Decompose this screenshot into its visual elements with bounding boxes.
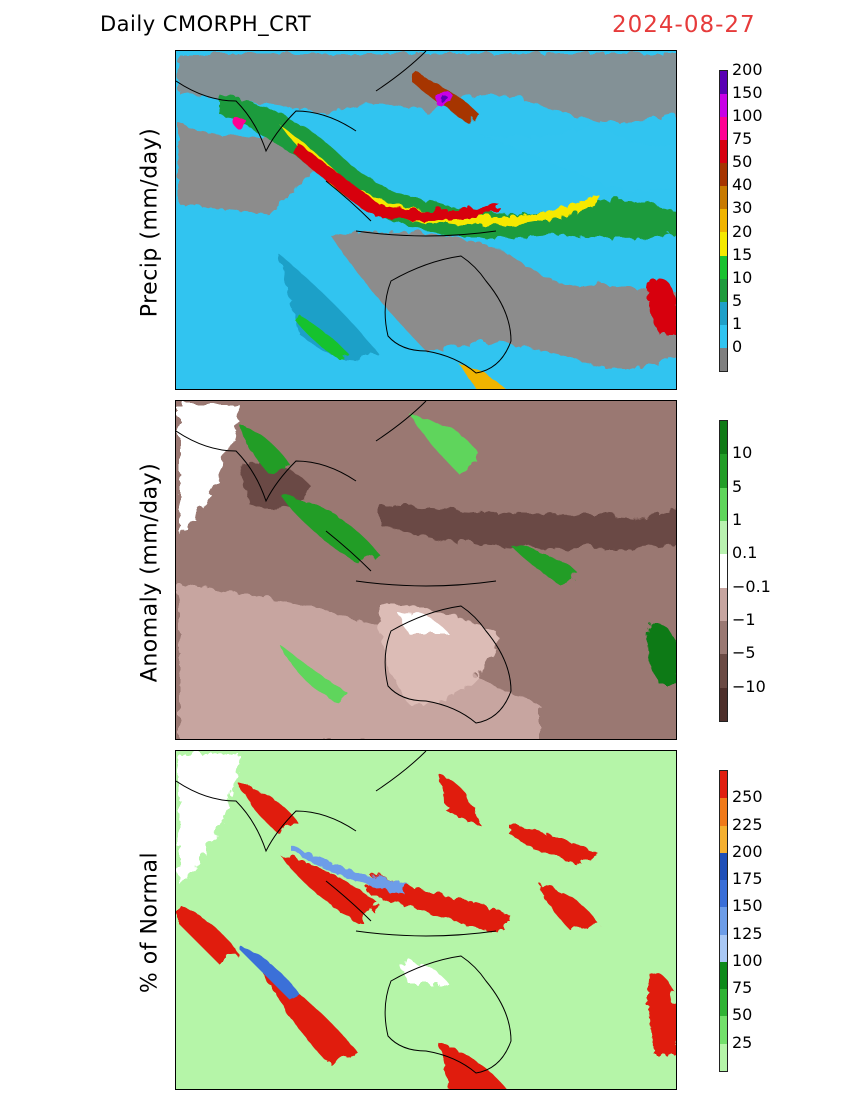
colorbar-tick-label: 10 (732, 443, 753, 463)
colorbar-segment (720, 421, 727, 455)
colorbar-segment (720, 620, 727, 655)
product-title: Daily CMORPH_CRT (100, 12, 312, 36)
colorbar-segment (720, 255, 727, 279)
colorbar-tick-label: −5 (732, 643, 756, 663)
colorbar-segment (720, 587, 727, 621)
colorbar-tick-label: 75 (732, 978, 753, 998)
colorbar-tick-label: 10 (732, 267, 753, 287)
date-label: 2024-08-27 (612, 12, 756, 38)
colorbar-tick-label: −0.1 (732, 576, 771, 596)
precip-axis-label: Precip (mm/day) (137, 127, 163, 318)
anomaly-axis-label: Anomaly (mm/day) (137, 462, 163, 683)
colorbar-tick-label: 75 (732, 129, 753, 149)
colorbar-segment (720, 825, 727, 853)
colorbar-tick-label: 5 (732, 290, 743, 310)
colorbar-tick-label: −10 (732, 676, 766, 696)
colorbar-segment (720, 454, 727, 488)
colorbar-tick-label: 1 (732, 510, 743, 529)
colorbar-segment (720, 71, 727, 95)
colorbar-tick-label: 125 (732, 923, 763, 943)
colorbar-segment (720, 961, 727, 990)
colorbar-tick-label: 0.1 (732, 543, 758, 563)
colorbar-tick-label: 200 (732, 60, 763, 79)
colorbar-tick-label: 225 (732, 814, 763, 834)
colorbar-tick-label: 250 (732, 787, 763, 807)
colorbar-segment (720, 301, 727, 325)
anomaly-map (175, 400, 677, 740)
colorbar-segment (720, 1043, 727, 1071)
precip-map (175, 50, 677, 390)
colorbar-tick-label: 0 (732, 336, 743, 356)
colorbar-segment (720, 554, 727, 588)
colorbar-segment (720, 94, 727, 118)
precip-colorbar (719, 70, 728, 372)
colorbar-tick-label: 40 (732, 175, 753, 195)
colorbar-tick-label: 25 (732, 1032, 753, 1052)
colorbar-segment (720, 324, 727, 348)
pct-normal-axis-label: % of Normal (137, 851, 163, 994)
colorbar-segment (720, 209, 727, 233)
colorbar-tick-label: 150 (732, 896, 763, 916)
colorbar-tick-label: 5 (732, 476, 743, 496)
anomaly-colorbar (719, 420, 728, 722)
colorbar-tick-label: 100 (732, 950, 763, 970)
colorbar-segment (720, 934, 727, 962)
colorbar-tick-label: 30 (732, 198, 753, 218)
colorbar-segment (720, 117, 727, 141)
colorbar-tick-label: 20 (732, 221, 753, 241)
colorbar-tick-label: 175 (732, 869, 763, 889)
colorbar-segment (720, 1016, 727, 1044)
colorbar-tick-label: 100 (732, 106, 763, 126)
colorbar-segment (720, 907, 727, 935)
colorbar-tick-label: 1 (732, 313, 743, 333)
colorbar-segment (720, 232, 727, 256)
colorbar-tick-label: 200 (732, 841, 763, 861)
colorbar-tick-label: −1 (732, 610, 756, 629)
colorbar-tick-label: 150 (732, 83, 763, 103)
colorbar-segment (720, 347, 727, 371)
colorbar-segment (720, 163, 727, 187)
colorbar-segment (720, 687, 727, 721)
colorbar-tick-label: 50 (732, 152, 753, 172)
colorbar-segment (720, 487, 727, 521)
colorbar-segment (720, 989, 727, 1017)
colorbar-tick-label: 50 (732, 1005, 753, 1025)
colorbar-segment (720, 771, 727, 799)
colorbar-tick-label: 15 (732, 244, 753, 264)
colorbar-segment (720, 654, 727, 688)
pct-normal-colorbar (719, 770, 728, 1072)
colorbar-segment (720, 520, 727, 555)
colorbar-segment (720, 852, 727, 881)
colorbar-segment (720, 140, 727, 164)
colorbar-segment (720, 880, 727, 908)
colorbar-segment (720, 186, 727, 210)
colorbar-segment (720, 798, 727, 826)
colorbar-segment (720, 278, 727, 302)
pct-normal-map (175, 750, 677, 1090)
